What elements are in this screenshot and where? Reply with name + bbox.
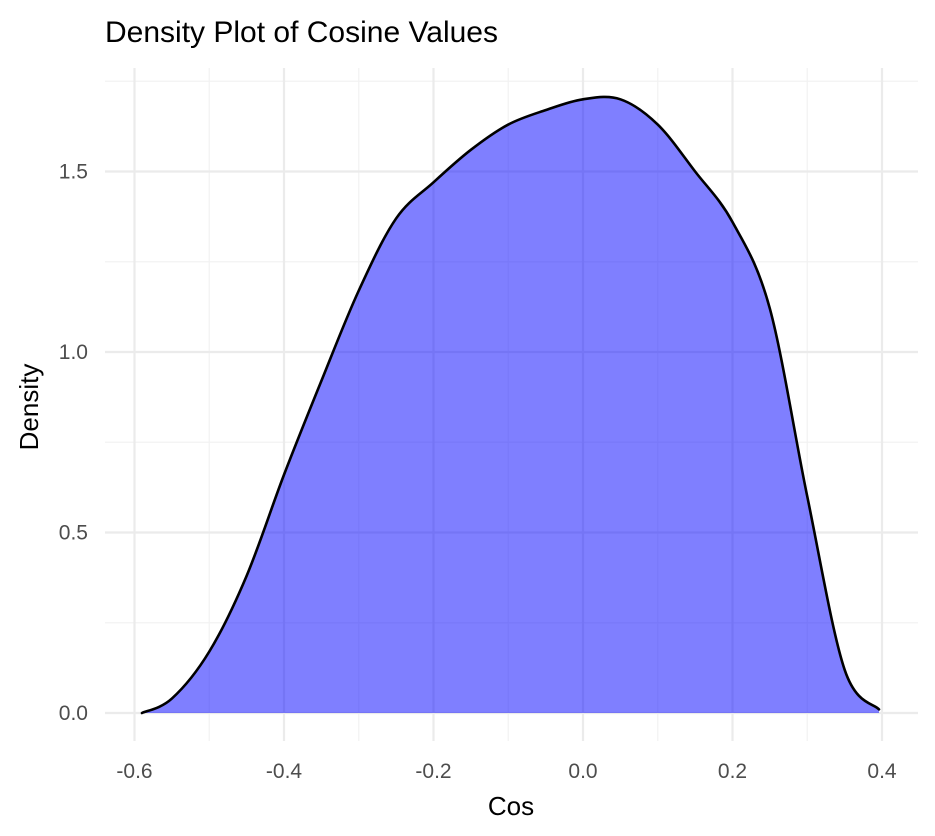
y-tick-label-2: 1.0 [59,341,88,364]
x-axis-title: Cos [488,791,534,821]
ticks-layer: -0.6 -0.4 -0.2 0.0 0.2 0.4 0.0 0.5 1.0 1.5 [59,161,897,784]
y-tick-label-1: 0.5 [59,522,88,545]
x-tick-label-3: 0.0 [568,760,597,783]
x-tick-label-5: 0.4 [867,760,897,783]
chart-title: Density Plot of Cosine Values [105,16,498,49]
density-layer [140,95,881,715]
x-tick-label-2: -0.2 [415,760,451,783]
density-area [141,96,880,714]
y-axis-title: Density [14,364,44,451]
y-tick-label-3: 1.5 [59,161,88,184]
x-tick-label-4: 0.2 [718,760,747,783]
y-tick-label-0: 0.0 [59,702,88,725]
density-curve [140,95,881,715]
x-tick-label-1: -0.4 [266,760,303,783]
x-tick-label-0: -0.6 [116,760,152,783]
